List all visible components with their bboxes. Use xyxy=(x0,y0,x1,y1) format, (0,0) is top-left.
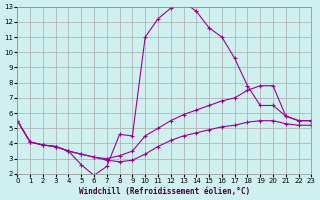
X-axis label: Windchill (Refroidissement éolien,°C): Windchill (Refroidissement éolien,°C) xyxy=(79,187,250,196)
